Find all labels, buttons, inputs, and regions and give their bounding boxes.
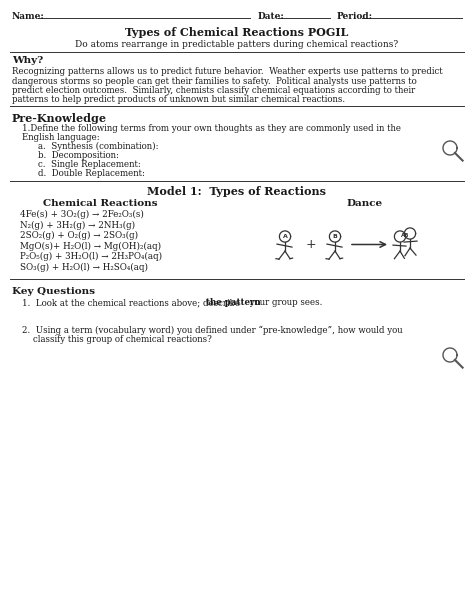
Text: a.  Synthesis (combination):: a. Synthesis (combination): [38, 142, 158, 151]
Text: Recognizing patterns allows us to predict future behavior.  Weather experts use : Recognizing patterns allows us to predic… [12, 67, 443, 76]
Text: Period:: Period: [337, 12, 373, 21]
Text: the pattern: the pattern [206, 298, 260, 307]
Text: Types of Chemical Reactions POGIL: Types of Chemical Reactions POGIL [125, 27, 349, 38]
Text: 1.  Look at the chemical reactions above; describe: 1. Look at the chemical reactions above;… [22, 298, 243, 307]
Text: SO₃(g) + H₂O(l) → H₂SO₄(aq): SO₃(g) + H₂O(l) → H₂SO₄(aq) [20, 262, 148, 272]
Text: P₂O₅(g) + 3H₂O(l) → 2H₃PO₄(aq): P₂O₅(g) + 3H₂O(l) → 2H₃PO₄(aq) [20, 252, 162, 261]
Text: your group sees.: your group sees. [247, 298, 322, 307]
Text: N₂(g) + 3H₂(g) → 2NH₃(g): N₂(g) + 3H₂(g) → 2NH₃(g) [20, 221, 135, 230]
Text: predict election outcomes.  Similarly, chemists classify chemical equations acco: predict election outcomes. Similarly, ch… [12, 86, 415, 95]
Text: dangerous storms so people can get their families to safety.  Political analysts: dangerous storms so people can get their… [12, 77, 417, 85]
Text: Pre-Knowledge: Pre-Knowledge [12, 113, 107, 124]
Text: 1.Define the following terms from your own thoughts as they are commonly used in: 1.Define the following terms from your o… [22, 124, 401, 133]
Text: +: + [306, 238, 316, 251]
Text: c.  Single Replacement:: c. Single Replacement: [38, 160, 141, 169]
Text: A: A [283, 234, 287, 239]
Text: Model 1:  Types of Reactions: Model 1: Types of Reactions [147, 186, 327, 197]
Text: AB: AB [401, 233, 409, 238]
Text: MgO(s)+ H₂O(l) → Mg(OH)₂(aq): MgO(s)+ H₂O(l) → Mg(OH)₂(aq) [20, 242, 161, 251]
Text: B: B [333, 234, 337, 239]
Text: 2SO₂(g) + O₂(g) → 2SO₃(g): 2SO₂(g) + O₂(g) → 2SO₃(g) [20, 231, 138, 240]
Text: Date:: Date: [258, 12, 285, 21]
Text: 4Fe(s) + 3O₂(g) → 2Fe₂O₃(s): 4Fe(s) + 3O₂(g) → 2Fe₂O₃(s) [20, 210, 144, 219]
Text: classify this group of chemical reactions?: classify this group of chemical reaction… [22, 335, 212, 344]
Text: Key Questions: Key Questions [12, 287, 95, 296]
Text: b.  Decomposition:: b. Decomposition: [38, 151, 119, 160]
Text: Chemical Reactions: Chemical Reactions [43, 199, 157, 208]
Text: patterns to help predict products of unknown but similar chemical reactions.: patterns to help predict products of unk… [12, 96, 345, 104]
Text: Name:: Name: [12, 12, 45, 21]
Text: Why?: Why? [12, 56, 43, 65]
Text: 2.  Using a term (vocabulary word) you defined under “pre-knowledge”, how would : 2. Using a term (vocabulary word) you de… [22, 326, 402, 335]
Text: English language:: English language: [22, 133, 100, 142]
Text: Dance: Dance [347, 199, 383, 208]
Text: Do atoms rearrange in predictable patters during chemical reactions?: Do atoms rearrange in predictable patter… [75, 40, 399, 49]
Text: d.  Double Replacement:: d. Double Replacement: [38, 169, 145, 178]
